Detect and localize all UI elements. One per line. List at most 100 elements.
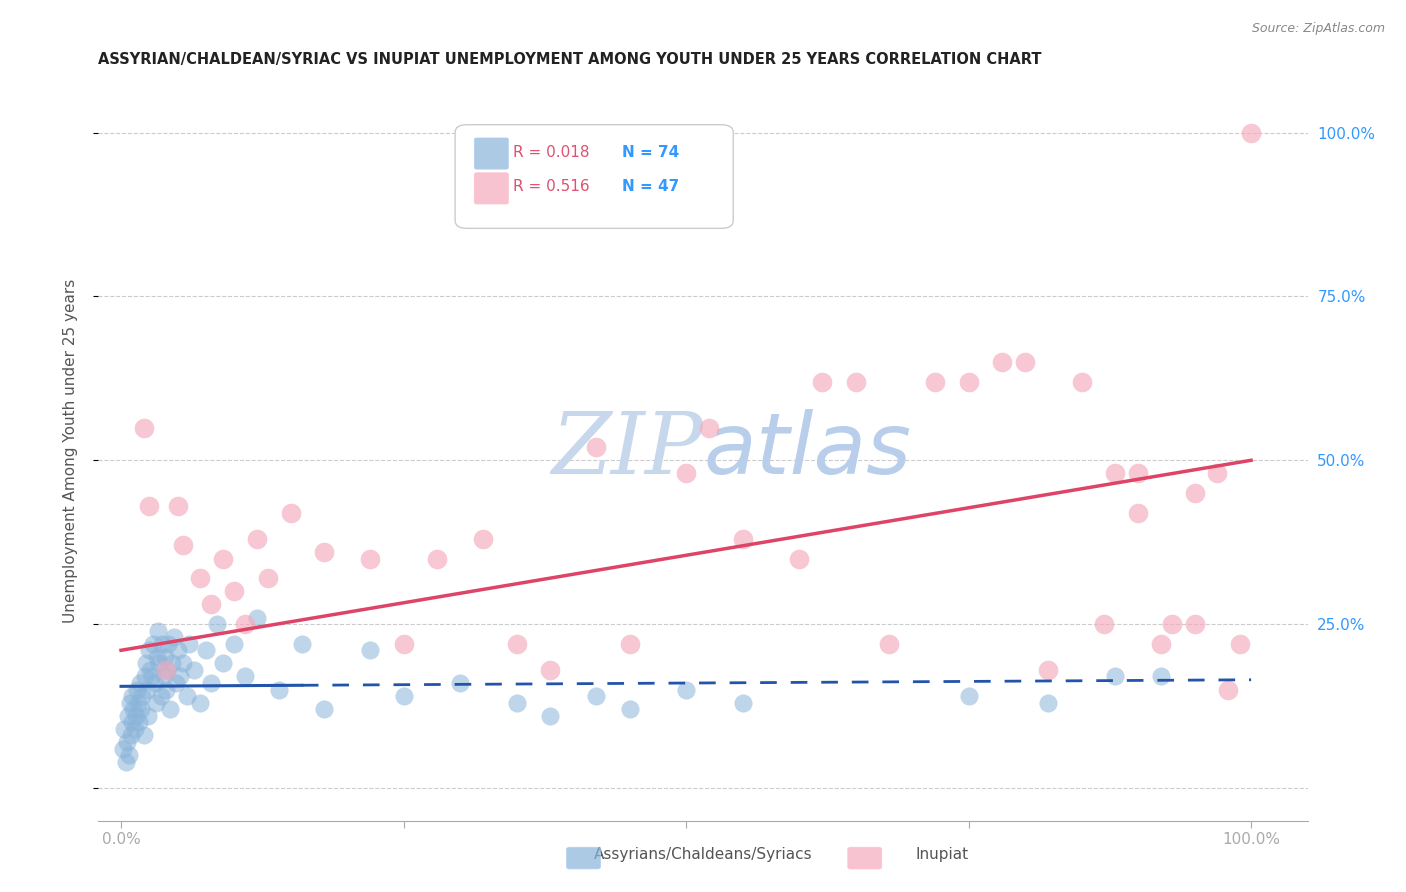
Text: N = 47: N = 47 bbox=[621, 178, 679, 194]
FancyBboxPatch shape bbox=[474, 173, 509, 204]
Point bbox=[211, 551, 233, 566]
Point bbox=[172, 657, 194, 671]
Point bbox=[149, 689, 172, 703]
Text: ZIP: ZIP bbox=[551, 409, 703, 491]
Point bbox=[159, 702, 181, 716]
Point bbox=[1150, 669, 1173, 683]
Point bbox=[585, 440, 607, 454]
Text: atlas: atlas bbox=[703, 409, 911, 492]
Point bbox=[169, 669, 191, 683]
Point bbox=[136, 708, 159, 723]
Point bbox=[619, 702, 641, 716]
Point bbox=[879, 637, 901, 651]
Point bbox=[257, 571, 280, 585]
Point bbox=[143, 676, 166, 690]
Point bbox=[314, 545, 336, 559]
Point bbox=[1150, 637, 1173, 651]
Point bbox=[957, 375, 980, 389]
Point bbox=[1184, 486, 1206, 500]
FancyBboxPatch shape bbox=[474, 138, 509, 169]
Point bbox=[810, 375, 832, 389]
Point bbox=[120, 729, 142, 743]
Point bbox=[125, 708, 148, 723]
Point bbox=[115, 735, 138, 749]
Point bbox=[1126, 506, 1149, 520]
Point bbox=[157, 637, 180, 651]
Point bbox=[153, 669, 176, 683]
FancyBboxPatch shape bbox=[456, 125, 734, 228]
Point bbox=[200, 676, 222, 690]
Point bbox=[139, 663, 162, 677]
Point bbox=[280, 506, 302, 520]
Point bbox=[172, 539, 194, 553]
Point bbox=[121, 715, 143, 730]
Point bbox=[129, 676, 152, 690]
Text: Inupiat: Inupiat bbox=[915, 847, 969, 862]
Point bbox=[118, 748, 141, 763]
Point bbox=[291, 637, 314, 651]
Point bbox=[246, 610, 269, 624]
Point bbox=[122, 702, 145, 716]
Point bbox=[1161, 617, 1184, 632]
Point bbox=[505, 696, 527, 710]
Point bbox=[1036, 663, 1059, 677]
Point bbox=[153, 649, 176, 664]
Point bbox=[142, 637, 165, 651]
Point bbox=[392, 637, 415, 651]
Point bbox=[1229, 637, 1251, 651]
Point bbox=[127, 696, 149, 710]
Point bbox=[135, 657, 157, 671]
Point bbox=[177, 637, 200, 651]
Point bbox=[156, 663, 179, 677]
Text: N = 74: N = 74 bbox=[621, 145, 679, 161]
Point bbox=[131, 689, 153, 703]
Point bbox=[150, 637, 173, 651]
Point bbox=[359, 643, 381, 657]
Point bbox=[200, 598, 222, 612]
Point bbox=[188, 696, 211, 710]
Text: Assyrians/Chaldeans/Syriacs: Assyrians/Chaldeans/Syriacs bbox=[593, 847, 813, 862]
Point bbox=[675, 682, 697, 697]
Point bbox=[211, 657, 233, 671]
Point bbox=[1070, 375, 1092, 389]
Point bbox=[160, 657, 183, 671]
Point bbox=[222, 584, 245, 599]
Point bbox=[155, 682, 177, 697]
Point bbox=[471, 532, 494, 546]
Point bbox=[176, 689, 198, 703]
Point bbox=[165, 676, 187, 690]
Point bbox=[731, 532, 754, 546]
Point bbox=[145, 696, 167, 710]
Point bbox=[1126, 467, 1149, 481]
Point bbox=[134, 669, 156, 683]
Point bbox=[112, 722, 135, 736]
Point bbox=[155, 663, 177, 677]
Point bbox=[125, 682, 148, 697]
Point bbox=[585, 689, 607, 703]
Point bbox=[392, 689, 415, 703]
Point bbox=[1014, 355, 1036, 369]
Point bbox=[148, 657, 170, 671]
Point bbox=[146, 649, 169, 664]
Point bbox=[166, 643, 188, 657]
Point bbox=[538, 708, 561, 723]
Point bbox=[233, 617, 256, 632]
Point bbox=[194, 643, 217, 657]
Point bbox=[991, 355, 1014, 369]
Point bbox=[138, 499, 160, 513]
Point bbox=[121, 689, 143, 703]
Point bbox=[138, 643, 160, 657]
Point bbox=[675, 467, 697, 481]
Point bbox=[697, 420, 720, 434]
Point bbox=[112, 741, 135, 756]
Point bbox=[131, 702, 153, 716]
Point bbox=[246, 532, 269, 546]
Point bbox=[124, 722, 146, 736]
Point bbox=[132, 729, 155, 743]
Point bbox=[120, 696, 142, 710]
Point bbox=[1206, 467, 1229, 481]
Point bbox=[787, 551, 810, 566]
Text: ASSYRIAN/CHALDEAN/SYRIAC VS INUPIAT UNEMPLOYMENT AMONG YOUTH UNDER 25 YEARS CORR: ASSYRIAN/CHALDEAN/SYRIAC VS INUPIAT UNEM… bbox=[98, 52, 1042, 67]
Point bbox=[117, 708, 139, 723]
Point bbox=[269, 682, 291, 697]
